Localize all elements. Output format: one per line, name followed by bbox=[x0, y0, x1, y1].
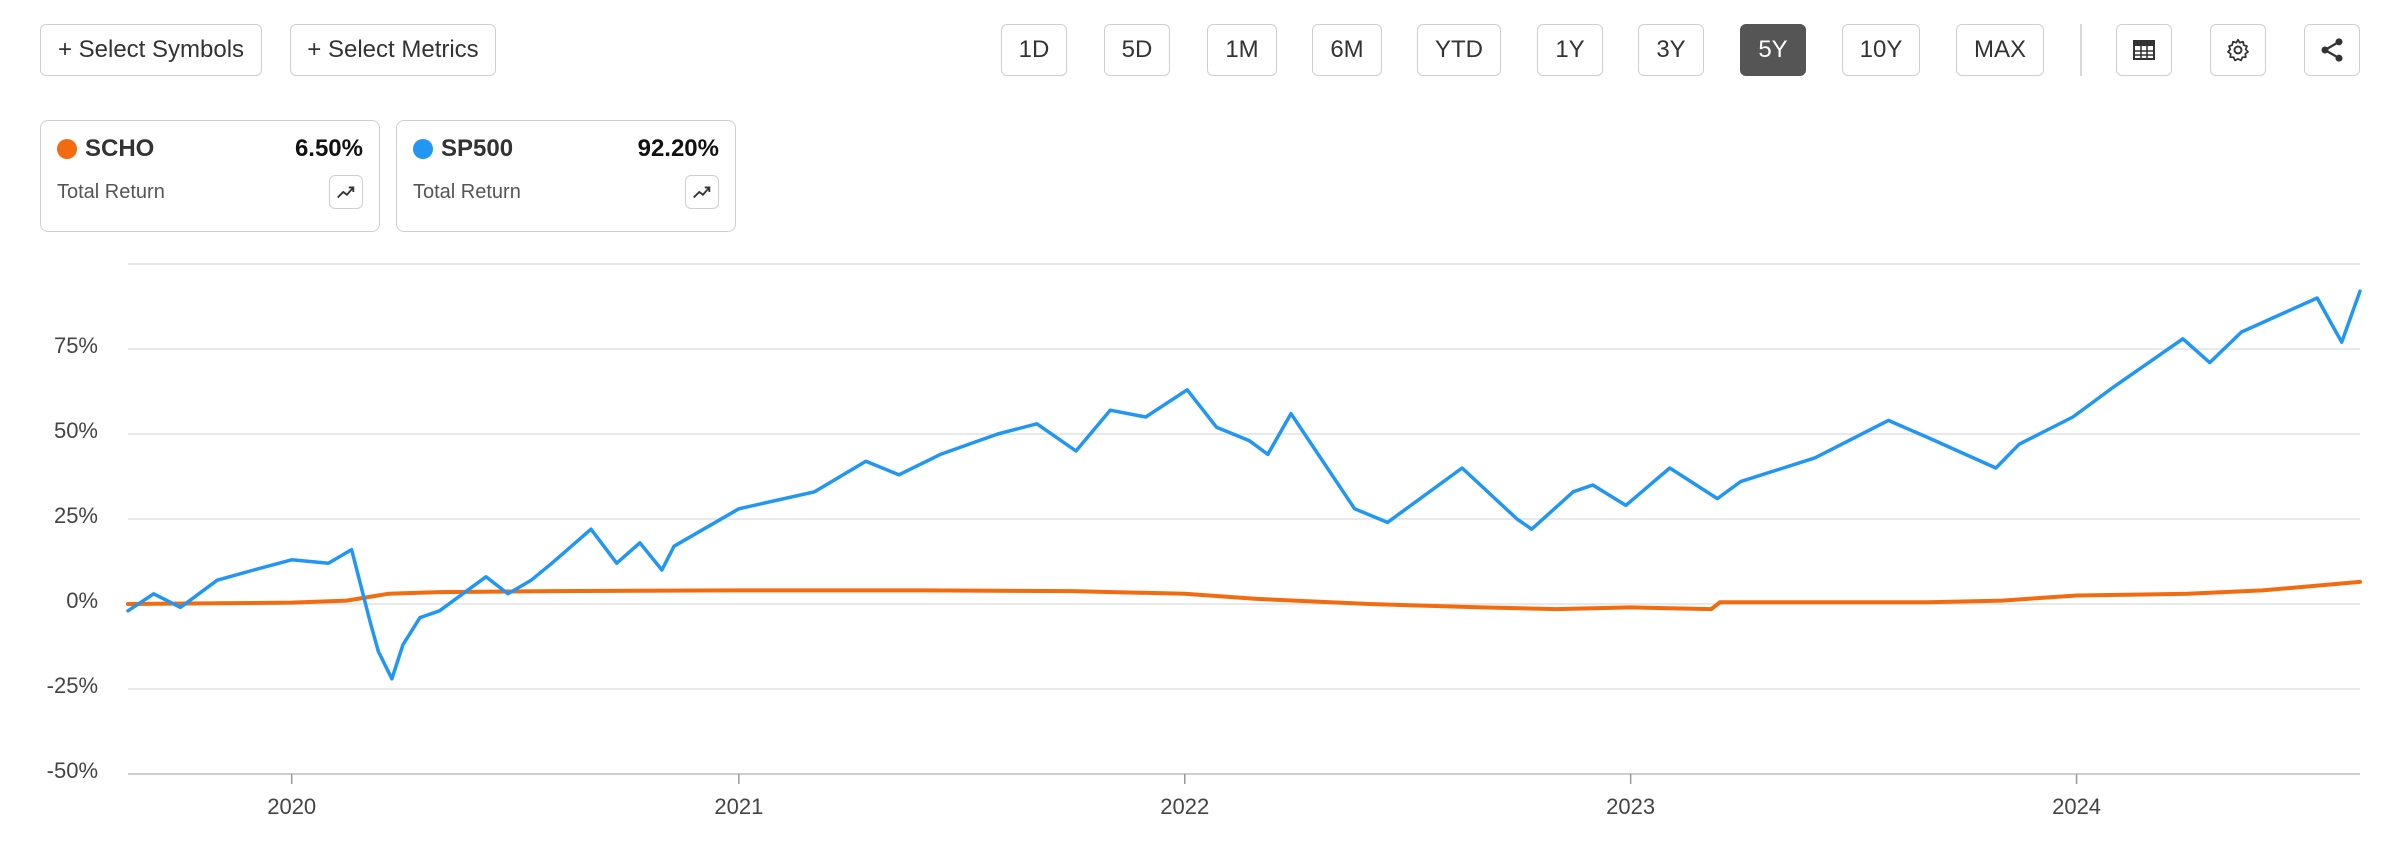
share-icon bbox=[2318, 36, 2346, 64]
sp500-color-dot bbox=[413, 139, 433, 159]
share-button[interactable] bbox=[2304, 24, 2360, 76]
total-return-value: 6.50% bbox=[294, 135, 363, 162]
x-tick-label: 2024 bbox=[2052, 794, 2101, 819]
trend-up-icon[interactable] bbox=[329, 175, 363, 209]
total-return-value: 92.20% bbox=[637, 135, 719, 162]
table-button[interactable] bbox=[2116, 24, 2172, 76]
x-tick-label: 2023 bbox=[1606, 794, 1655, 819]
x-tick-label: 2020 bbox=[267, 794, 316, 819]
scho-color-dot bbox=[57, 139, 77, 159]
y-tick-label: 0% bbox=[66, 588, 98, 613]
trend-up-icon[interactable] bbox=[685, 175, 719, 209]
y-tick-label: -50% bbox=[47, 758, 98, 783]
series-line-scho bbox=[126, 579, 2362, 612]
gear-icon bbox=[2225, 37, 2251, 63]
x-tick-label: 2022 bbox=[1160, 794, 1209, 819]
range-max-button[interactable]: MAX bbox=[1956, 24, 2044, 76]
y-tick-label: 75% bbox=[54, 333, 98, 358]
range-1d-button[interactable]: 1D bbox=[1001, 24, 1067, 76]
series-line-sp500 bbox=[126, 289, 2362, 681]
table-icon bbox=[2132, 38, 2156, 62]
range-1m-button[interactable]: 1M bbox=[1207, 24, 1277, 76]
range-ytd-button[interactable]: YTD bbox=[1417, 24, 1501, 76]
settings-button[interactable] bbox=[2210, 24, 2266, 76]
y-tick-label: 50% bbox=[54, 418, 98, 443]
symbol-card-sp500[interactable]: SP500 92.20% Total Return bbox=[396, 120, 736, 232]
y-tick-label: -25% bbox=[47, 673, 98, 698]
toolbar-divider bbox=[2080, 24, 2082, 76]
range-5y-button[interactable]: 5Y bbox=[1740, 24, 1806, 76]
symbol-name: SP500 bbox=[441, 135, 514, 162]
select-metrics-button[interactable]: + Select Metrics bbox=[290, 24, 496, 76]
range-3y-button[interactable]: 3Y bbox=[1638, 24, 1704, 76]
symbol-card-scho[interactable]: SCHO 6.50% Total Return bbox=[40, 120, 380, 232]
metric-label: Total Return bbox=[413, 181, 521, 203]
range-6m-button[interactable]: 6M bbox=[1312, 24, 1382, 76]
symbol-name: SCHO bbox=[85, 135, 155, 162]
select-symbols-button[interactable]: + Select Symbols bbox=[40, 24, 262, 76]
metric-label: Total Return bbox=[57, 181, 165, 203]
y-tick-label: 25% bbox=[54, 503, 98, 528]
range-10y-button[interactable]: 10Y bbox=[1842, 24, 1920, 76]
range-1y-button[interactable]: 1Y bbox=[1537, 24, 1603, 76]
x-tick-label: 2021 bbox=[714, 794, 763, 819]
range-5d-button[interactable]: 5D bbox=[1104, 24, 1170, 76]
performance-chart[interactable]: 75% 50% 25% 0% -25% -50% 2020 2021 2022 2023 2024 bbox=[0, 240, 2394, 860]
